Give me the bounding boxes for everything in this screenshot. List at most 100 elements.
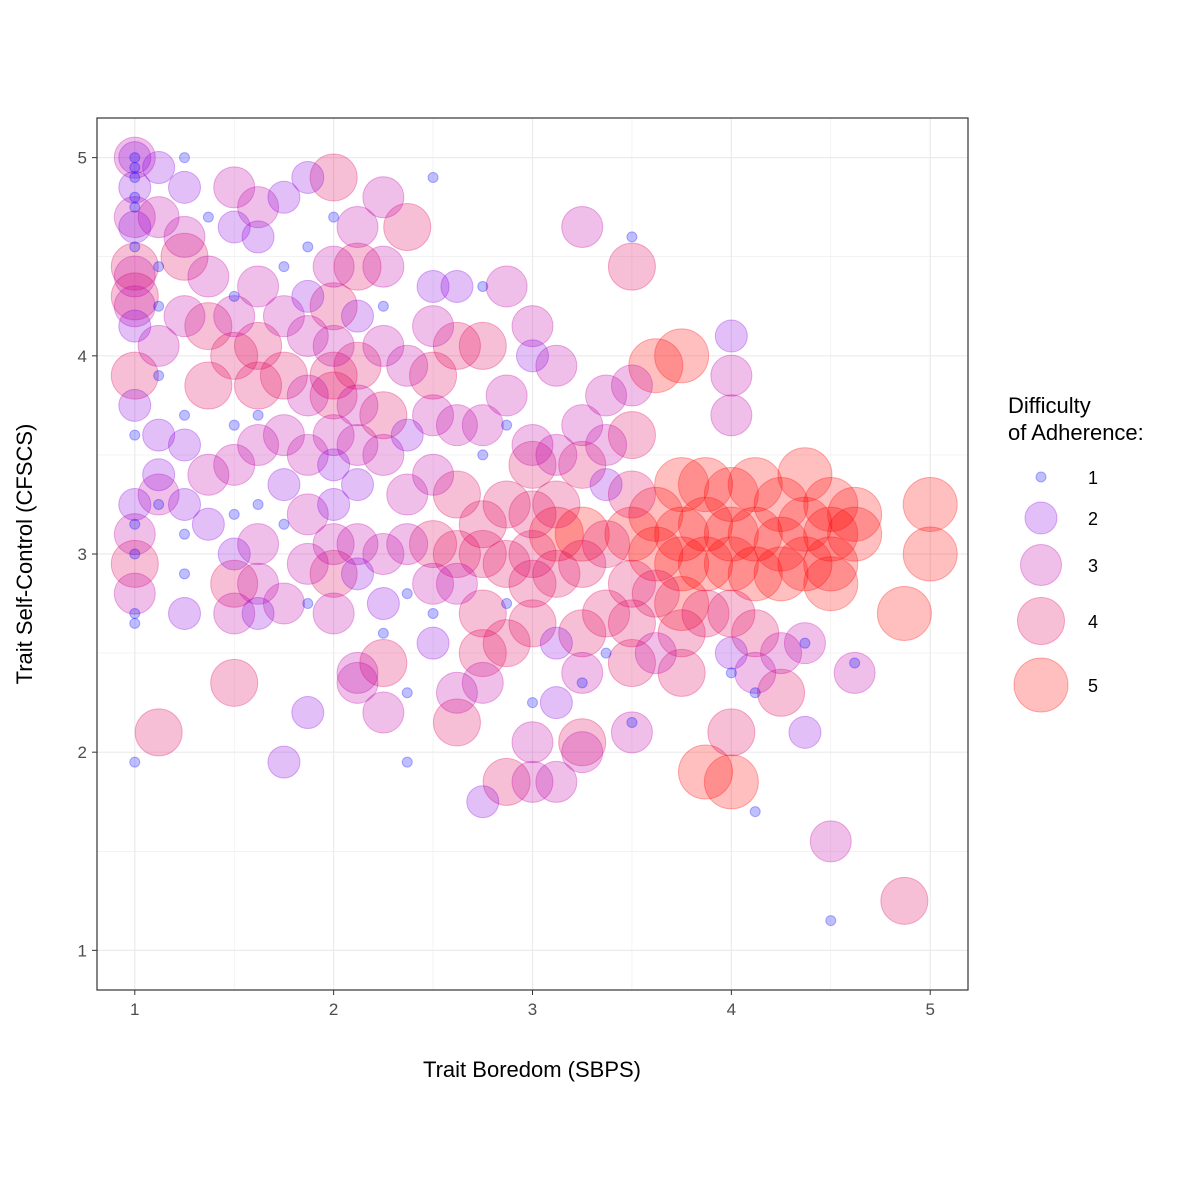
data-point <box>628 526 684 582</box>
data-point <box>167 428 201 462</box>
data-point <box>432 470 481 519</box>
data-point <box>412 562 455 605</box>
legend-key <box>1020 544 1062 586</box>
y-tick-label: 1 <box>78 941 87 960</box>
data-point <box>607 599 656 648</box>
data-point <box>341 557 375 591</box>
data-point <box>783 622 826 665</box>
data-point <box>309 282 358 331</box>
data-point <box>187 255 230 298</box>
data-point <box>129 241 141 253</box>
data-point <box>535 760 578 803</box>
data-point <box>191 507 225 541</box>
data-point <box>508 530 557 578</box>
data-point <box>727 546 783 602</box>
data-point <box>678 744 734 800</box>
data-point <box>714 636 748 670</box>
data-point <box>654 328 710 384</box>
data-point <box>267 745 301 779</box>
data-point <box>703 536 759 592</box>
data-point <box>607 559 656 608</box>
x-tick-label: 5 <box>925 1000 934 1019</box>
data-point <box>458 530 507 578</box>
data-point <box>561 206 604 248</box>
data-point <box>333 242 382 291</box>
data-point <box>558 440 607 489</box>
data-point <box>163 295 206 338</box>
legend-label: 2 <box>1088 509 1098 529</box>
data-point <box>228 419 240 431</box>
data-point <box>432 530 481 578</box>
data-point <box>657 609 706 658</box>
data-point <box>681 589 730 638</box>
data-point <box>252 409 264 421</box>
x-axis: 1 2 3 4 5 <box>130 990 935 1019</box>
data-point <box>607 639 656 687</box>
data-point <box>129 152 141 164</box>
data-point <box>607 470 656 519</box>
data-point <box>341 299 375 333</box>
data-point <box>163 215 206 258</box>
data-point <box>585 374 628 417</box>
data-point <box>508 440 557 489</box>
data-point <box>554 506 610 562</box>
data-point <box>511 760 554 803</box>
data-point <box>532 480 581 529</box>
data-point <box>582 589 631 638</box>
data-point <box>336 661 379 704</box>
data-point <box>678 496 734 552</box>
data-point <box>178 528 190 540</box>
y-tick-label: 2 <box>78 743 87 762</box>
data-point <box>362 324 405 367</box>
data-point <box>286 315 329 357</box>
data-point <box>312 324 355 367</box>
data-point <box>803 506 859 562</box>
data-point <box>777 496 833 552</box>
data-point <box>809 820 852 863</box>
data-point <box>734 651 777 694</box>
data-point <box>401 588 413 600</box>
data-point <box>333 341 382 390</box>
data-point <box>753 476 809 532</box>
data-point <box>291 279 325 313</box>
data-point <box>849 657 861 669</box>
data-point <box>129 756 141 768</box>
data-point <box>827 506 883 562</box>
data-point <box>390 418 424 452</box>
data-point <box>309 549 358 598</box>
data-point <box>725 667 737 679</box>
data-point <box>610 364 653 407</box>
data-point <box>435 404 478 447</box>
data-point <box>291 696 325 730</box>
data-point <box>435 562 478 605</box>
legend-label: 5 <box>1088 676 1098 696</box>
data-point <box>237 562 280 605</box>
data-point <box>336 424 379 466</box>
data-point <box>539 626 573 660</box>
data-point <box>110 539 159 588</box>
data-points <box>110 136 958 927</box>
data-point <box>317 487 351 521</box>
data-point <box>799 637 811 649</box>
data-point <box>508 599 557 648</box>
data-point <box>703 467 759 523</box>
data-point <box>435 671 478 714</box>
y-tick-label: 5 <box>78 149 87 168</box>
data-point <box>610 711 653 754</box>
data-point <box>876 585 932 641</box>
data-point <box>129 518 141 530</box>
y-axis-title: Trait Self-Control (CFSCS) <box>12 424 37 685</box>
data-point <box>336 523 379 566</box>
data-point <box>377 300 389 312</box>
data-point <box>707 589 756 638</box>
data-point <box>118 210 152 244</box>
data-point <box>654 457 710 513</box>
data-point <box>412 305 455 348</box>
data-point <box>561 651 604 694</box>
legend-label: 4 <box>1088 612 1098 632</box>
legend-title-line2: of Adherence: <box>1008 420 1144 445</box>
data-point <box>129 201 141 213</box>
data-point <box>178 409 190 421</box>
data-point <box>582 520 631 569</box>
